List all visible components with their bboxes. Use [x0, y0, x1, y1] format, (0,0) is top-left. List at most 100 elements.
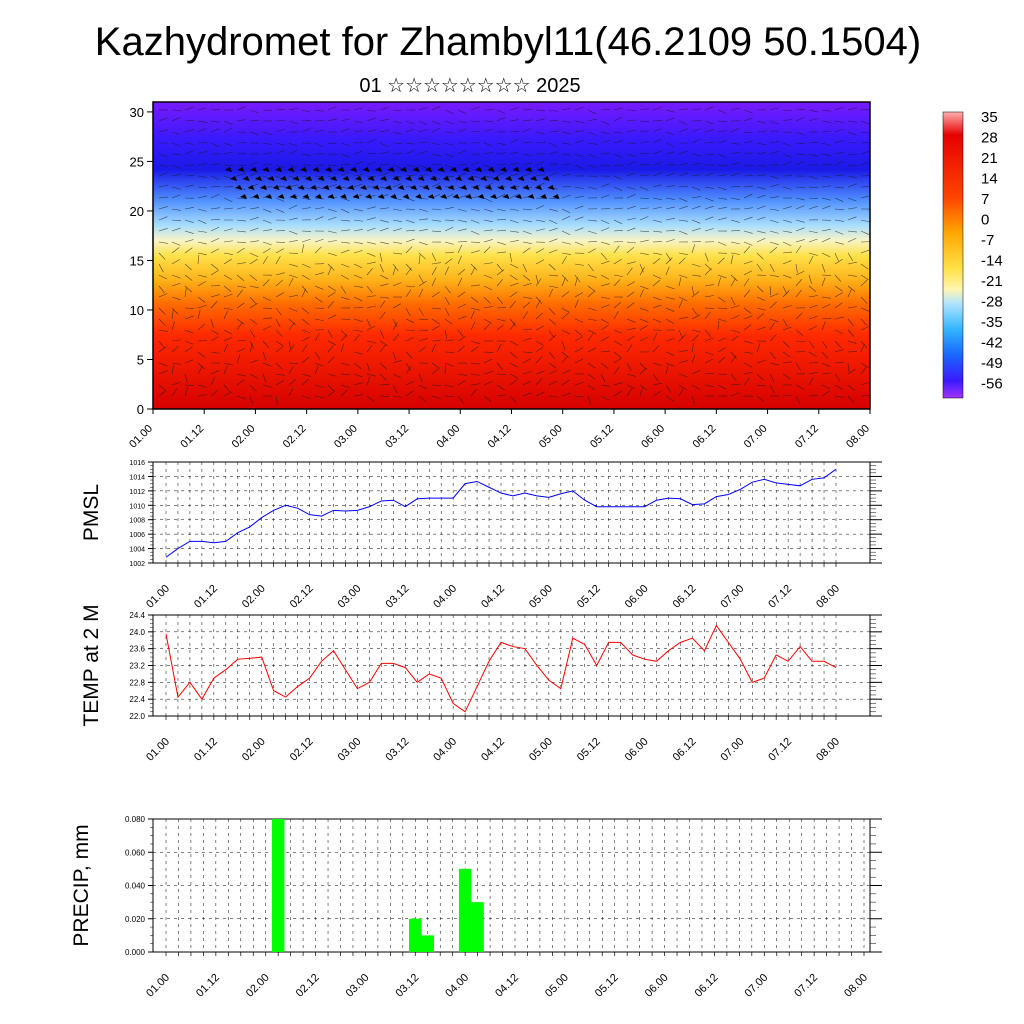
wind-barb — [600, 252, 608, 260]
xtick-label: 02.00 — [240, 583, 268, 611]
wind-barb — [314, 186, 324, 189]
wind-barb — [613, 245, 620, 254]
wind-barb — [262, 248, 271, 254]
wind-barb — [418, 255, 421, 265]
wind-barb — [665, 351, 675, 356]
wind-barb — [302, 194, 310, 199]
wind-barb — [769, 219, 779, 224]
xtick-label: 06.00 — [623, 736, 651, 764]
wind-barb — [158, 263, 164, 273]
wind-barb — [301, 153, 311, 157]
wind-barb — [678, 257, 686, 265]
wind-barb — [223, 252, 233, 255]
wind-barb — [769, 322, 775, 331]
wind-barb — [379, 142, 389, 147]
wind-barb — [717, 120, 727, 123]
wind-barb — [262, 152, 272, 155]
wind-barb — [613, 382, 623, 386]
wind-barb — [522, 208, 532, 211]
wind-barb — [184, 307, 195, 309]
wind-barb — [405, 176, 412, 181]
wind-barb — [380, 176, 387, 181]
wind-barb — [158, 252, 166, 260]
wind-barb — [613, 357, 622, 364]
xtick-label: 04.00 — [443, 972, 471, 1000]
wind-barb — [639, 120, 649, 122]
wind-barb — [483, 371, 493, 375]
wind-barb — [522, 274, 531, 281]
wind-barb — [327, 329, 333, 338]
wind-barb — [462, 167, 470, 172]
wind-barb — [574, 263, 584, 266]
wind-barb — [834, 340, 842, 348]
wind-barb — [743, 117, 753, 122]
wind-barb — [834, 274, 842, 282]
wind-barb — [457, 303, 467, 309]
wind-barb — [275, 380, 284, 386]
wind-barb — [587, 362, 596, 369]
wind-barb — [470, 346, 479, 353]
wind-barb — [847, 141, 857, 144]
wind-barb — [756, 230, 766, 234]
wind-barb — [483, 208, 493, 212]
wind-barb — [483, 239, 493, 243]
wind-barb — [860, 340, 868, 349]
wind-barb — [561, 355, 568, 364]
wind-barb — [505, 176, 512, 181]
wind-barb — [379, 362, 387, 370]
wind-barb — [860, 274, 869, 281]
xtick-label: 07.00 — [742, 972, 770, 1000]
wind-barb — [795, 362, 802, 371]
wind-barb — [509, 340, 519, 346]
wind-barb — [626, 267, 633, 276]
wind-barb — [704, 311, 711, 320]
wind-barb — [379, 163, 389, 166]
wind-barb — [158, 370, 168, 375]
wind-barb — [379, 300, 386, 309]
wind-barb — [223, 120, 233, 125]
xtick-label: 08.00 — [842, 972, 870, 1000]
wind-barb — [691, 186, 701, 191]
wind-barb — [587, 186, 597, 190]
wind-barb — [834, 285, 843, 292]
wind-barb — [743, 362, 753, 368]
wind-barb — [678, 373, 688, 378]
wind-barb — [171, 247, 180, 254]
wind-barb — [353, 351, 363, 355]
wind-barb — [353, 229, 363, 232]
wind-barb — [314, 197, 324, 200]
wind-barb — [522, 311, 529, 320]
wind-barb — [548, 208, 558, 212]
xtick-label: 05.12 — [575, 736, 603, 764]
wind-barb — [510, 185, 517, 190]
wind-barb — [249, 207, 259, 210]
wind-barb — [301, 288, 306, 298]
wind-barb — [717, 307, 727, 310]
wind-barb — [795, 186, 806, 188]
wind-barb — [509, 274, 518, 281]
wind-barb — [405, 285, 415, 288]
wind-barb — [490, 194, 497, 199]
wind-barb — [795, 227, 805, 232]
wind-barb — [613, 140, 623, 144]
wind-barb — [717, 321, 720, 331]
wind-barb — [314, 246, 322, 254]
wind-barb — [158, 129, 168, 133]
wind-barb — [457, 373, 467, 376]
wind-barb — [626, 291, 635, 298]
wind-barb — [431, 307, 441, 310]
wind-barb — [665, 257, 673, 265]
wind-barb — [223, 391, 233, 397]
wind-barb — [587, 373, 596, 380]
wind-barb — [412, 167, 420, 172]
wind-barb — [483, 358, 493, 364]
wind-barb — [457, 329, 464, 338]
wind-barb — [249, 161, 259, 166]
wind-barb — [860, 120, 870, 125]
wind-barb — [522, 328, 532, 331]
wind-barb — [652, 150, 662, 155]
wind-barb — [497, 185, 505, 190]
wind-barb — [561, 277, 566, 287]
wind-barb — [691, 329, 701, 333]
wind-barb — [405, 197, 415, 202]
